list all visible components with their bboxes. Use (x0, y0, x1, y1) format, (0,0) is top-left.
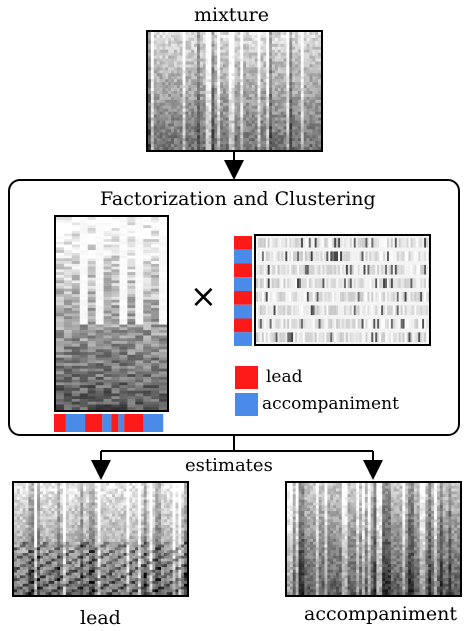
cluster-cell-accompaniment (102, 414, 112, 432)
activation-matrix (254, 234, 431, 346)
cluster-cell-accompaniment (143, 414, 164, 432)
activation-cluster-cell-accompaniment (234, 249, 252, 264)
accompaniment-spectrogram (285, 481, 462, 597)
mixture-spectrogram (146, 30, 323, 152)
cluster-cell-lead (111, 414, 119, 432)
activation-cluster-cell-accompaniment (234, 332, 252, 346)
multiply-symbol: × (190, 277, 217, 315)
legend-label-accompaniment: accompaniment (262, 394, 399, 414)
activation-cluster-cell-lead (234, 236, 252, 250)
lead-spectrogram (12, 481, 189, 597)
activation-cluster-column (234, 236, 252, 346)
activation-cluster-cell-accompaniment (234, 277, 252, 291)
cluster-cell-lead (124, 414, 144, 432)
activation-cluster-cell-lead (234, 263, 252, 278)
factorization-box (8, 179, 460, 436)
cluster-cell-accompaniment (118, 414, 125, 432)
activation-cluster-cell-accompaniment (234, 304, 252, 319)
activation-cluster-cell-lead (234, 318, 252, 333)
legend-swatch-accompaniment (235, 393, 258, 416)
mixture-label: mixture (194, 4, 270, 26)
lead-label: lead (80, 607, 121, 629)
cluster-cell-accompaniment (65, 414, 86, 432)
cluster-cell-lead (54, 414, 66, 432)
legend-swatch-lead (235, 366, 258, 389)
accompaniment-label: accompaniment (304, 603, 458, 625)
activation-cluster-cell-lead (234, 291, 252, 305)
cluster-cell-lead (85, 414, 103, 432)
estimates-label: estimates (185, 455, 273, 476)
legend-label-lead: lead (266, 367, 303, 387)
basis-matrix (54, 215, 169, 412)
box-title: Factorization and Clustering (100, 188, 376, 210)
basis-cluster-bar (54, 414, 169, 432)
